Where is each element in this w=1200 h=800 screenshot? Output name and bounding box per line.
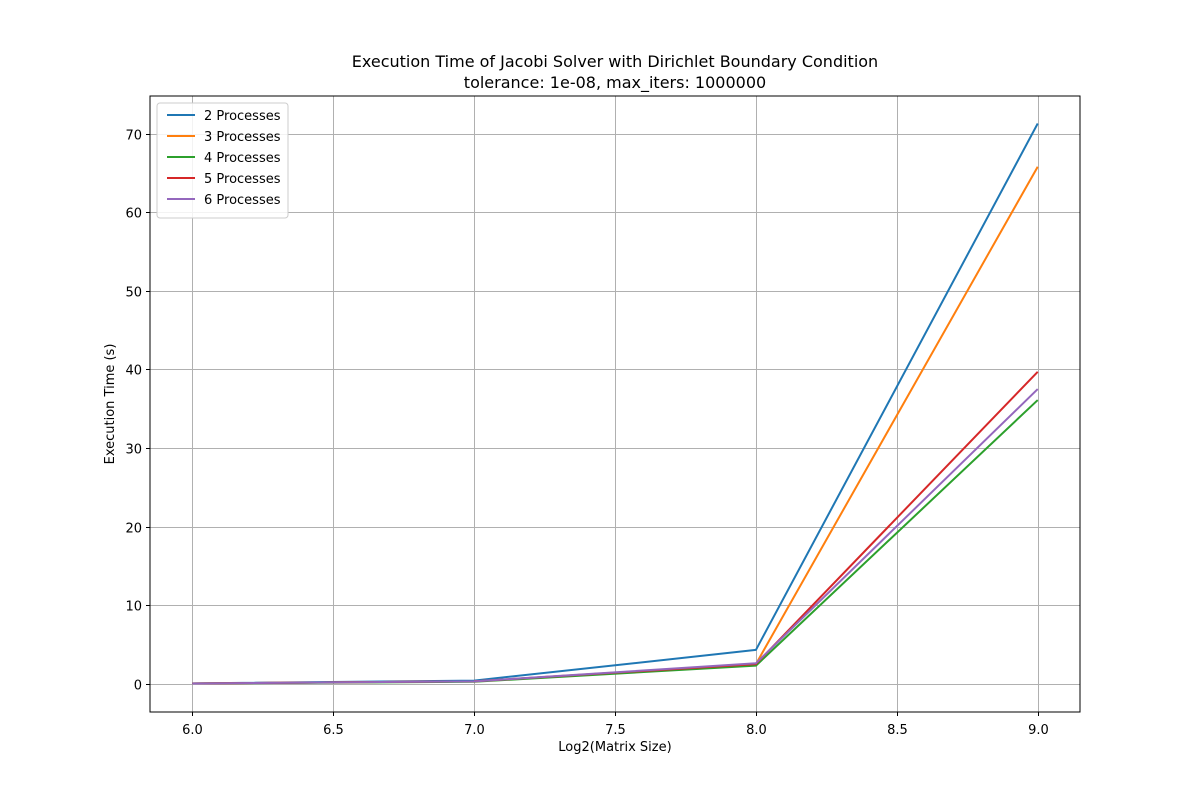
- y-tick-label: 10: [125, 600, 142, 615]
- y-tick-label: 30: [125, 443, 142, 458]
- x-tick-label: 7.5: [605, 723, 626, 738]
- x-tick-label: 6.0: [182, 723, 203, 738]
- x-tick-label: 8.5: [887, 723, 908, 738]
- legend-label: 4 Processes: [204, 151, 281, 166]
- y-axis-ticks: 0 10 20 30 40 50 60 70: [125, 129, 150, 694]
- x-tick-label: 7.0: [464, 723, 485, 738]
- y-tick-label: 40: [125, 364, 142, 379]
- legend: 2 Processes 3 Processes 4 Processes 5 Proce…: [156, 102, 289, 219]
- series-line: [192, 388, 1039, 685]
- chart-title: Execution Time of Jacobi Solver with Dir…: [352, 52, 878, 71]
- y-axis-label: Execution Time (s): [103, 344, 118, 465]
- x-tick-label: 8.0: [746, 723, 767, 738]
- legend-label: 2 Processes: [204, 109, 281, 124]
- legend-label: 3 Processes: [204, 130, 281, 145]
- x-tick-label: 6.5: [323, 723, 344, 738]
- legend-label: 5 Processes: [204, 172, 281, 187]
- grid: [150, 96, 1080, 712]
- legend-label: 6 Processes: [204, 193, 281, 208]
- y-tick-label: 20: [125, 522, 142, 537]
- y-tick-label: 70: [125, 129, 142, 144]
- series-lines: [192, 123, 1039, 685]
- y-tick-label: 0: [134, 679, 142, 694]
- y-tick-label: 60: [125, 207, 142, 222]
- x-tick-label: 9.0: [1028, 723, 1049, 738]
- legend-box: [156, 102, 289, 219]
- chart-subtitle: tolerance: 1e-08, max_iters: 1000000: [464, 73, 766, 93]
- y-tick-label: 50: [125, 286, 142, 301]
- x-axis-label: Log2(Matrix Size): [558, 740, 671, 755]
- x-axis-ticks: 6.0 6.5 7.0 7.5 8.0 8.5 9.0: [182, 712, 1049, 738]
